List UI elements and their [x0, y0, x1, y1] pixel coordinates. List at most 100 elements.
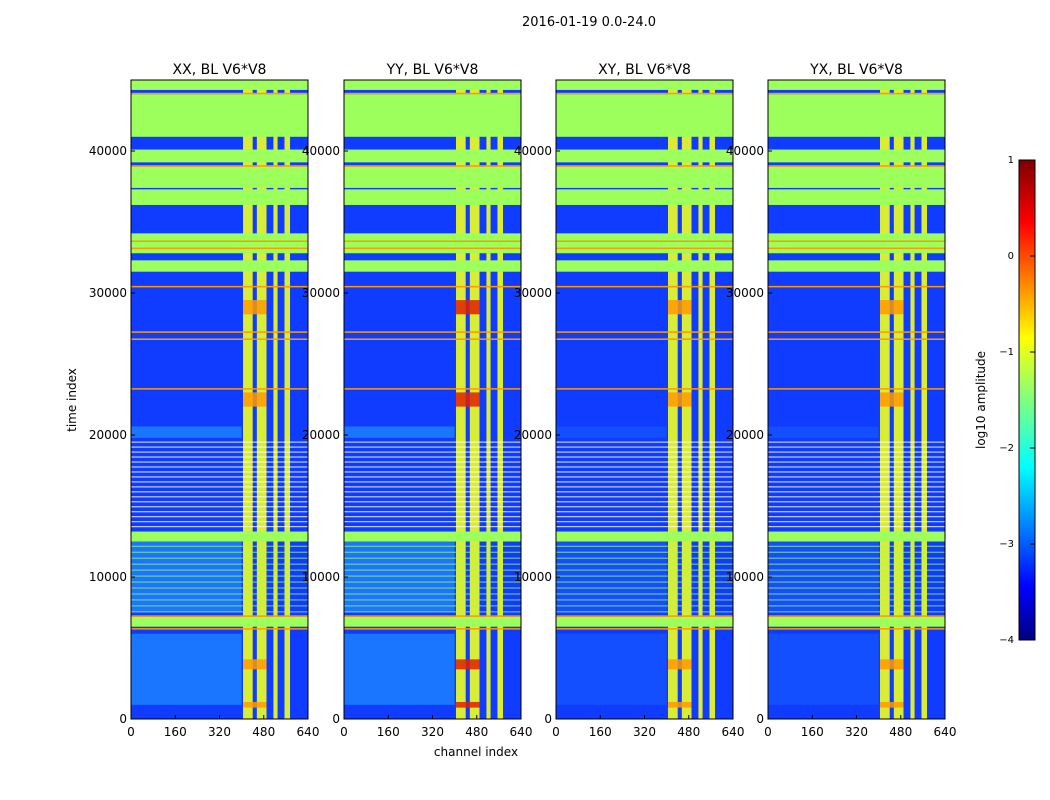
heatmap-flag-line [131, 476, 308, 478]
heatmap-rfi-stripe [497, 80, 504, 719]
heatmap-noise-region [768, 426, 879, 438]
heatmap-flagged-band [556, 233, 733, 254]
heatmap-orange-line [344, 247, 521, 250]
heatmap-flag-line [131, 587, 308, 589]
heatmap-flag-line [344, 446, 521, 448]
heatmap-flag-line [344, 481, 521, 483]
heatmap-flagged-band [131, 149, 308, 163]
x-tick-label: 320 [845, 725, 868, 739]
heatmap-orange-line [556, 165, 733, 167]
heatmap-flag-line [131, 605, 308, 607]
heatmap-flag-line [768, 466, 945, 468]
heatmap-orange-line [131, 165, 308, 167]
heatmap-flag-line [131, 486, 308, 488]
heatmap-noise-region [344, 426, 455, 438]
heatmap-flag-line [556, 605, 733, 607]
heatmap-orange-line [768, 285, 945, 288]
heatmap-orange-line [556, 331, 733, 333]
heatmap-orange-line [131, 338, 308, 340]
heatmap-flag-line [768, 441, 945, 443]
heatmap-orange-line [768, 338, 945, 340]
heatmap-flag-line [344, 545, 521, 547]
panel-title: YY, BL V6*V8 [386, 62, 479, 78]
heatmap-flag-line [344, 551, 521, 553]
heatmap-flag-line [768, 461, 945, 463]
heatmap-flag-line [344, 476, 521, 478]
heatmap-flagged-band [768, 80, 945, 90]
heatmap-rfi-hotspot [668, 392, 692, 407]
heatmap-flag-line [556, 545, 733, 547]
heatmap-flag-line [344, 516, 521, 518]
heatmap-flag-line [344, 611, 521, 613]
y-tick-label: 40000 [89, 144, 127, 158]
heatmap-rfi-hotspot [668, 300, 692, 315]
heatmap-panel: YX, BL V6*V8 0 160 320 480 640 0 10000 20000 3000… [726, 62, 957, 739]
heatmap-flag-line [344, 563, 521, 565]
heatmap-rfi-hotspot [243, 659, 267, 670]
heatmap-flagged-band [556, 531, 733, 542]
heatmap-flag-line [131, 593, 308, 595]
heatmap-flagged-band [344, 80, 521, 90]
heatmap-flag-line [131, 466, 308, 468]
heatmap-flag-line [768, 551, 945, 553]
heatmap-flag-line [768, 446, 945, 448]
heatmap-rfi-hotspot [243, 701, 267, 708]
heatmap-flag-line [344, 605, 521, 607]
heatmap-orange-line [768, 615, 945, 617]
x-tick-label: 640 [934, 725, 957, 739]
heatmap-flagged-band [556, 94, 733, 137]
heatmap-orange-line [556, 615, 733, 617]
heatmap-flagged-band [556, 166, 733, 188]
y-tick-label: 20000 [302, 428, 340, 442]
heatmap-flag-line [344, 461, 521, 463]
x-tick-label: 320 [421, 725, 444, 739]
y-tick-label: 10000 [726, 570, 764, 584]
heatmap-flagged-band [344, 260, 521, 272]
heatmap-flag-line [344, 441, 521, 443]
colorbar-tick-label: 1 [1008, 155, 1014, 166]
panel-title: XY, BL V6*V8 [598, 62, 691, 78]
y-tick-label: 0 [544, 712, 552, 726]
heatmap-orange-line [131, 331, 308, 333]
heatmap-flag-line [556, 491, 733, 493]
colorbar-gradient [1018, 159, 1036, 641]
heatmap-flag-line [131, 446, 308, 448]
heatmap-flag-line [768, 605, 945, 607]
heatmap-flag-line [556, 471, 733, 473]
heatmap-flag-line [768, 599, 945, 601]
heatmap-flag-line [344, 569, 521, 571]
heatmap-flag-line [768, 511, 945, 513]
heatmap-flag-line [344, 506, 521, 508]
heatmap-rfi-stripe [921, 80, 928, 719]
heatmap-orange-line [344, 240, 521, 242]
heatmap-flagged-band [131, 94, 308, 137]
heatmap-flag-line [344, 575, 521, 577]
heatmap-flagged-band [556, 149, 733, 163]
heatmap-flag-line [768, 575, 945, 577]
heatmap-orange-line [131, 388, 308, 390]
heatmap-flag-line [131, 496, 308, 498]
heatmap-rfi-hotspot [880, 701, 904, 708]
heatmap-flag-line [556, 486, 733, 488]
heatmap-flag-line [556, 441, 733, 443]
heatmap-rfi-stripe [910, 80, 915, 719]
heatmap-orange-line [344, 92, 521, 95]
heatmap-flag-line [131, 581, 308, 583]
heatmap-flagged-band [768, 149, 945, 163]
x-tick-label: 160 [164, 725, 187, 739]
heatmap-orange-line [768, 240, 945, 242]
heatmap-flagged-band [344, 94, 521, 137]
colorbar-tick-label: −2 [999, 443, 1014, 454]
heatmap-flag-line [131, 441, 308, 443]
heatmap-orange-line [344, 331, 521, 333]
heatmap-flag-line [131, 506, 308, 508]
heatmap-flag-line [131, 501, 308, 503]
heatmap-flag-line [344, 451, 521, 453]
heatmap-flag-line [556, 581, 733, 583]
heatmap-flag-line [768, 563, 945, 565]
x-tick-label: 0 [340, 725, 348, 739]
heatmap-flag-line [131, 516, 308, 518]
x-axis-label: channel index [434, 745, 518, 759]
x-tick-label: 480 [465, 725, 488, 739]
heatmap-flagged-band [131, 166, 308, 188]
